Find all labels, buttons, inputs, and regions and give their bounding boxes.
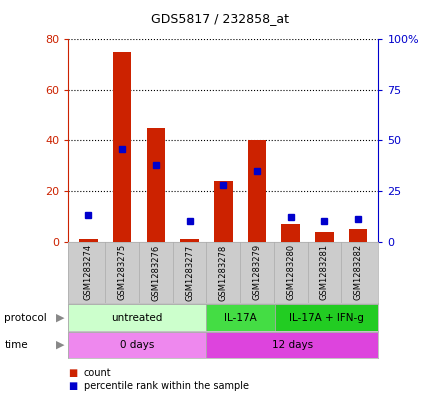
Bar bbox=[68, 332, 206, 358]
Bar bbox=[282, 224, 300, 242]
Text: ■: ■ bbox=[68, 367, 77, 378]
Text: GSM1283275: GSM1283275 bbox=[117, 244, 127, 300]
Text: GSM1283278: GSM1283278 bbox=[219, 244, 228, 301]
Bar bbox=[315, 231, 334, 242]
Text: GSM1283281: GSM1283281 bbox=[320, 244, 329, 300]
Text: count: count bbox=[84, 367, 111, 378]
Text: IL-17A: IL-17A bbox=[224, 312, 257, 323]
Text: IL-17A + IFN-g: IL-17A + IFN-g bbox=[289, 312, 364, 323]
Bar bbox=[180, 239, 199, 242]
Bar bbox=[206, 332, 378, 358]
Text: GSM1283279: GSM1283279 bbox=[253, 244, 261, 300]
Bar bbox=[113, 52, 132, 242]
Bar bbox=[248, 140, 266, 242]
Text: GSM1283280: GSM1283280 bbox=[286, 244, 295, 300]
Text: 12 days: 12 days bbox=[271, 340, 313, 350]
Text: percentile rank within the sample: percentile rank within the sample bbox=[84, 381, 249, 391]
Bar bbox=[206, 304, 275, 331]
Text: GSM1283274: GSM1283274 bbox=[84, 244, 93, 300]
Text: ▶: ▶ bbox=[56, 340, 65, 350]
Text: 0 days: 0 days bbox=[120, 340, 154, 350]
Text: GSM1283276: GSM1283276 bbox=[151, 244, 160, 301]
Text: GDS5817 / 232858_at: GDS5817 / 232858_at bbox=[151, 12, 289, 25]
Text: untreated: untreated bbox=[111, 312, 163, 323]
Text: protocol: protocol bbox=[4, 312, 47, 323]
Bar bbox=[275, 304, 378, 331]
Text: GSM1283277: GSM1283277 bbox=[185, 244, 194, 301]
Text: time: time bbox=[4, 340, 28, 350]
Text: ▶: ▶ bbox=[56, 312, 65, 323]
Bar bbox=[214, 181, 233, 242]
Bar bbox=[349, 229, 367, 242]
Bar bbox=[147, 128, 165, 242]
Bar bbox=[79, 239, 98, 242]
Text: GSM1283282: GSM1283282 bbox=[354, 244, 363, 300]
Bar bbox=[68, 304, 206, 331]
Text: ■: ■ bbox=[68, 381, 77, 391]
